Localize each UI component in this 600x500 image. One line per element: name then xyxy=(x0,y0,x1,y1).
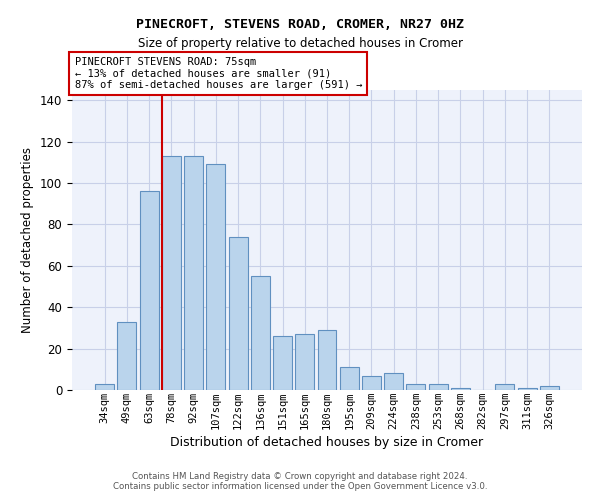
Bar xyxy=(540,386,559,390)
Bar xyxy=(229,237,248,390)
Text: Contains public sector information licensed under the Open Government Licence v3: Contains public sector information licen… xyxy=(113,482,487,491)
Text: PINECROFT STEVENS ROAD: 75sqm
← 13% of detached houses are smaller (91)
87% of s: PINECROFT STEVENS ROAD: 75sqm ← 13% of d… xyxy=(74,57,362,90)
Bar xyxy=(429,384,448,390)
Bar xyxy=(518,388,536,390)
Bar xyxy=(184,156,203,390)
Bar xyxy=(295,334,314,390)
Bar xyxy=(317,330,337,390)
Bar xyxy=(340,367,359,390)
X-axis label: Distribution of detached houses by size in Cromer: Distribution of detached houses by size … xyxy=(170,436,484,449)
Bar xyxy=(451,388,470,390)
Bar xyxy=(406,384,425,390)
Bar xyxy=(118,322,136,390)
Bar xyxy=(384,374,403,390)
Bar xyxy=(162,156,181,390)
Bar xyxy=(95,384,114,390)
Bar xyxy=(273,336,292,390)
Bar xyxy=(496,384,514,390)
Text: Contains HM Land Registry data © Crown copyright and database right 2024.: Contains HM Land Registry data © Crown c… xyxy=(132,472,468,481)
Bar xyxy=(140,192,158,390)
Bar xyxy=(362,376,381,390)
Bar xyxy=(251,276,270,390)
Text: Size of property relative to detached houses in Cromer: Size of property relative to detached ho… xyxy=(137,38,463,51)
Y-axis label: Number of detached properties: Number of detached properties xyxy=(22,147,34,333)
Bar xyxy=(206,164,225,390)
Text: PINECROFT, STEVENS ROAD, CROMER, NR27 0HZ: PINECROFT, STEVENS ROAD, CROMER, NR27 0H… xyxy=(136,18,464,30)
